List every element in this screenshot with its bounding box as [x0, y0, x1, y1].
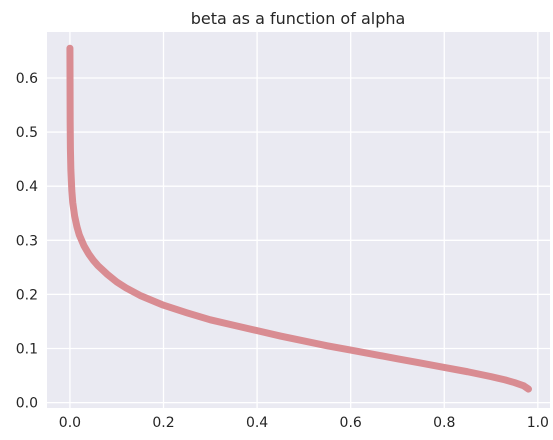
plot-area	[47, 32, 550, 408]
chart-title: beta as a function of alpha	[191, 9, 406, 28]
y-tick-label: 0.4	[16, 179, 38, 195]
y-tick-label: 0.6	[16, 71, 38, 87]
x-tick-label: 0.4	[246, 415, 268, 431]
x-tick-label: 0.8	[433, 415, 455, 431]
x-tick-label: 0.0	[59, 415, 81, 431]
y-tick-label: 0.3	[16, 233, 38, 249]
y-tick-label: 0.2	[16, 287, 38, 303]
x-axis-ticks: 0.0 0.2 0.4 0.6 0.8 1.0	[59, 415, 549, 431]
y-tick-label: 0.0	[16, 396, 38, 412]
series-line	[66, 44, 532, 393]
series-layer	[66, 44, 532, 393]
y-tick-label: 0.1	[16, 341, 38, 357]
x-tick-label: 1.0	[527, 415, 549, 431]
y-axis-ticks: 0.0 0.1 0.2 0.3 0.4 0.5 0.6	[16, 71, 38, 412]
y-tick-label: 0.5	[16, 125, 38, 141]
x-tick-label: 0.2	[152, 415, 174, 431]
x-tick-label: 0.6	[340, 415, 362, 431]
grid	[47, 32, 550, 408]
